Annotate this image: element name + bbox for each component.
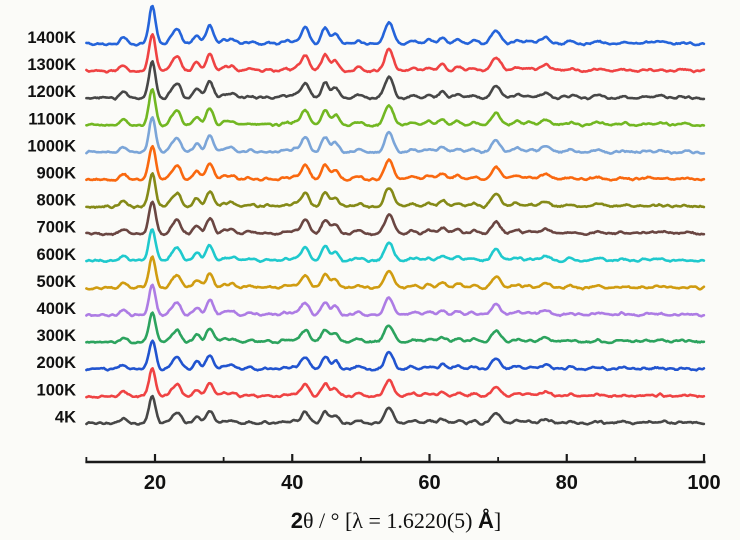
trace-100K xyxy=(85,367,706,399)
trace-1200K xyxy=(85,60,706,101)
trace-4K xyxy=(85,394,706,426)
temp-label-4K: 4K xyxy=(55,408,76,426)
temp-label-900K: 900K xyxy=(37,165,77,183)
trace-1100K xyxy=(85,88,706,128)
temp-label-1300K: 1300K xyxy=(27,56,76,74)
temp-label-1400K: 1400K xyxy=(27,29,76,47)
temp-label-800K: 800K xyxy=(37,192,77,210)
trace-1000K xyxy=(85,116,706,155)
x-tick-label: 40 xyxy=(281,472,303,494)
temp-label-200K: 200K xyxy=(37,354,77,372)
x-tick-label: 100 xyxy=(687,472,720,494)
temp-label-1200K: 1200K xyxy=(27,83,76,101)
temp-label-1100K: 1100K xyxy=(28,110,76,128)
trace-700K xyxy=(85,200,706,237)
temp-label-600K: 600K xyxy=(37,246,77,264)
trace-1300K xyxy=(85,33,706,74)
trace-400K xyxy=(85,283,706,318)
trace-200K xyxy=(85,339,706,372)
temp-label-100K: 100K xyxy=(37,381,77,399)
x-axis-title: 2θ / ° [λ = 1.6220(5) Å] xyxy=(291,507,501,533)
temp-label-500K: 500K xyxy=(37,273,77,291)
trace-600K xyxy=(85,228,706,264)
trace-800K xyxy=(85,172,706,210)
x-tick-label: 60 xyxy=(418,472,440,494)
temp-label-400K: 400K xyxy=(37,300,77,318)
trace-300K xyxy=(85,311,706,345)
temp-label-300K: 300K xyxy=(37,327,77,345)
trace-500K xyxy=(85,255,706,291)
temp-label-1000K: 1000K xyxy=(27,137,76,155)
temp-label-700K: 700K xyxy=(37,219,77,237)
trace-1400K xyxy=(85,4,706,47)
x-tick-label: 20 xyxy=(144,472,166,494)
trace-900K xyxy=(85,144,706,182)
x-tick-label: 80 xyxy=(556,472,578,494)
